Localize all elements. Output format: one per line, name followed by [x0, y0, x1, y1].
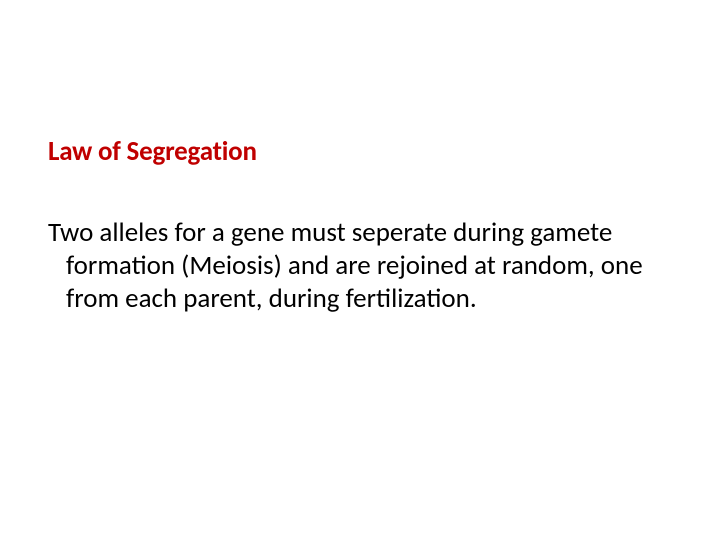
slide-title: Law of Segregation — [48, 135, 662, 168]
slide-body: Two alleles for a gene must seperate dur… — [66, 216, 662, 315]
slide: Law of Segregation Two alleles for a gen… — [0, 0, 720, 540]
